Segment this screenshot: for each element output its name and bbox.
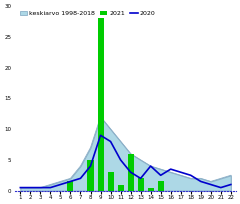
Bar [118, 184, 124, 191]
Bar [158, 181, 164, 191]
Bar [128, 154, 134, 191]
Bar [138, 178, 144, 191]
Bar [108, 172, 114, 191]
Legend: keskiarvo 1998-2018, 2021, 2020: keskiarvo 1998-2018, 2021, 2020 [18, 9, 156, 17]
Bar [148, 188, 154, 191]
Bar [67, 181, 73, 191]
Bar [88, 160, 94, 191]
Bar [97, 19, 103, 191]
